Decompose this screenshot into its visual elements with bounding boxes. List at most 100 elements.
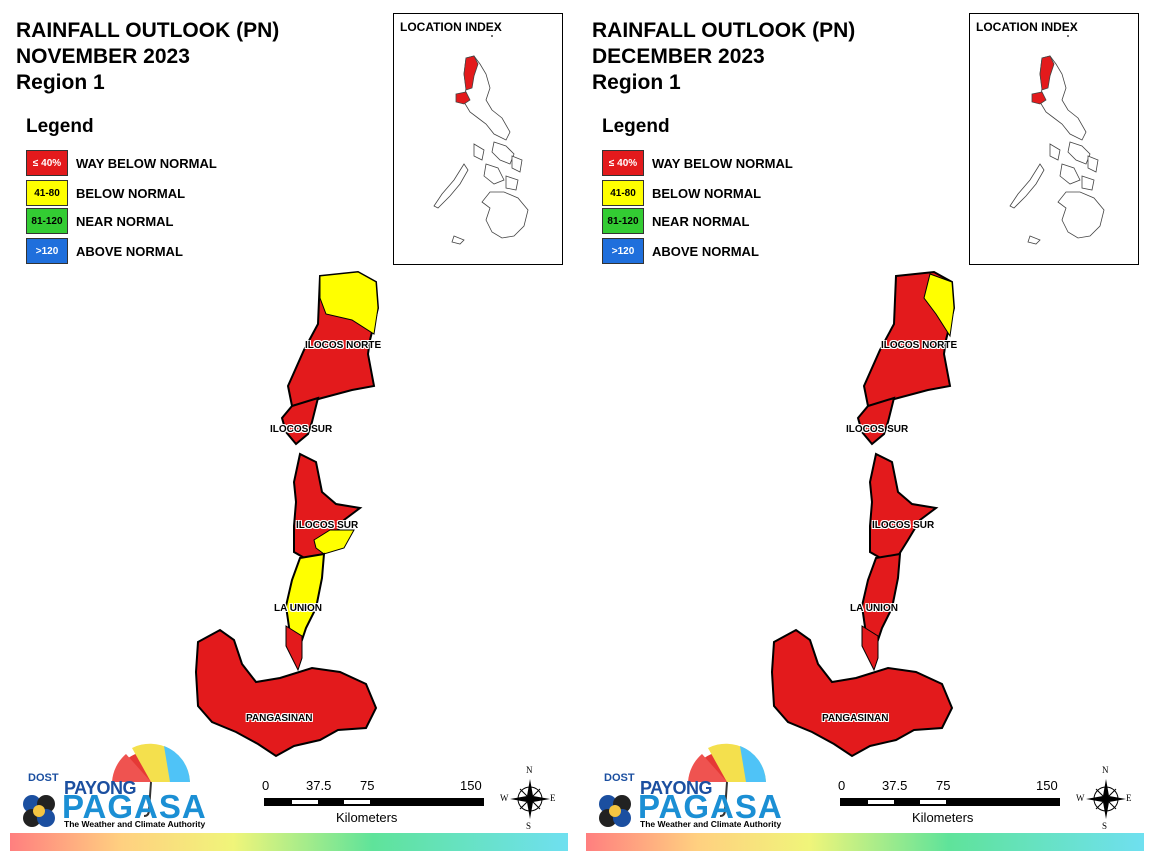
title-line-3: Region 1 xyxy=(16,71,105,94)
label-ilocos-sur-1: ILOCOS SUR xyxy=(270,424,333,435)
label-pangasinan: PANGASINAN xyxy=(822,713,889,724)
compass-w: W xyxy=(500,793,509,803)
province-ilocos-sur-north xyxy=(280,396,320,446)
area-below-normal-north xyxy=(319,271,379,335)
scale-bar-graphic xyxy=(264,798,484,806)
legend-swatch: ≤ 40% xyxy=(602,150,644,176)
scale-bar: 0 37.5 75 150 Kilometers xyxy=(262,778,490,828)
location-index-inset: LOCATION INDEX xyxy=(393,13,563,265)
map-title: RAINFALL OUTLOOK (PN) DECEMBER 2023 Regi… xyxy=(592,18,855,96)
province-la-union xyxy=(860,552,902,642)
region-1-highlight xyxy=(463,55,479,91)
scale-tick-label: 0 xyxy=(262,778,270,793)
label-ilocos-sur-2: ILOCOS SUR xyxy=(872,520,935,531)
philippines-inset-map xyxy=(433,27,529,245)
area-below-normal-north xyxy=(923,273,955,338)
title-line-2: NOVEMBER 2023 xyxy=(16,45,190,68)
label-ilocos-sur-1: ILOCOS SUR xyxy=(846,424,909,435)
scale-tick-label: 75 xyxy=(360,778,375,793)
logo-pagasa-text: PAGASA xyxy=(638,788,783,825)
location-index-title: LOCATION INDEX xyxy=(976,20,1078,34)
province-ilocos-sur-south xyxy=(868,452,939,562)
legend-swatch: 81-120 xyxy=(26,208,68,234)
region-1-map xyxy=(770,270,956,758)
legend-label: ABOVE NORMAL xyxy=(652,244,759,259)
scale-unit-label: Kilometers xyxy=(912,810,974,825)
legend-label: BELOW NORMAL xyxy=(76,186,186,201)
label-ilocos-norte: ILOCOS NORTE xyxy=(881,340,958,351)
legend-swatch: >120 xyxy=(602,238,644,264)
province-ilocos-sur-north xyxy=(856,396,896,446)
scale-bar-graphic xyxy=(840,798,1060,806)
scale-tick-label: 150 xyxy=(1036,778,1058,793)
province-la-union xyxy=(284,552,326,642)
north-arrow-icon: N E S W xyxy=(1074,765,1134,831)
logo-dost-text: DOST xyxy=(28,772,59,784)
pagasa-logo: DOST PAYONG PAGASA The Weather and Clima… xyxy=(14,738,206,830)
title-line-3: Region 1 xyxy=(592,71,681,94)
area-below-normal-ilocos-sur xyxy=(313,529,355,555)
legend-title: Legend xyxy=(26,116,94,137)
scale-bar: 0 37.5 75 150 Kilometers xyxy=(838,778,1066,828)
label-ilocos-sur-2: ILOCOS SUR xyxy=(296,520,359,531)
logo-tagline: The Weather and Climate Authority xyxy=(64,819,206,829)
area-la-union-south xyxy=(861,625,879,672)
legend-swatch: 41-80 xyxy=(602,180,644,206)
legend-title: Legend xyxy=(602,116,670,137)
compass-s: S xyxy=(1102,821,1108,831)
compass-n: N xyxy=(1102,765,1109,775)
map-title: RAINFALL OUTLOOK (PN) NOVEMBER 2023 Regi… xyxy=(16,18,279,96)
location-index-inset: LOCATION INDEX xyxy=(969,13,1139,265)
logo-tagline: The Weather and Climate Authority xyxy=(640,819,782,829)
footer-gradient-bar xyxy=(586,833,1144,851)
region-1-highlight-south xyxy=(1031,91,1047,105)
region-1-highlight xyxy=(1039,55,1055,91)
umbrella-icon xyxy=(23,743,190,827)
legend-swatch: 41-80 xyxy=(26,180,68,206)
legend-label: BELOW NORMAL xyxy=(652,186,762,201)
province-pangasinan xyxy=(770,628,954,758)
compass-n: N xyxy=(526,765,533,775)
province-pangasinan xyxy=(194,628,378,758)
compass-s: S xyxy=(526,821,532,831)
scale-tick-label: 75 xyxy=(936,778,951,793)
legend-swatch: >120 xyxy=(26,238,68,264)
scale-tick-label: 37.5 xyxy=(882,778,908,793)
philippines-inset-map xyxy=(1009,27,1105,245)
compass-e: E xyxy=(1126,793,1132,803)
label-ilocos-norte: ILOCOS NORTE xyxy=(305,340,382,351)
scale-unit-label: Kilometers xyxy=(336,810,398,825)
label-la-union: LA UNION xyxy=(274,603,322,614)
location-index-title: LOCATION INDEX xyxy=(400,20,502,34)
legend-label: WAY BELOW NORMAL xyxy=(76,156,217,171)
north-arrow-icon: N E S W xyxy=(498,765,558,831)
area-way-below-la-union xyxy=(285,625,303,672)
compass-e: E xyxy=(550,793,556,803)
legend-label: NEAR NORMAL xyxy=(652,214,750,229)
legend-swatch: 81-120 xyxy=(602,208,644,234)
title-line-2: DECEMBER 2023 xyxy=(592,45,765,68)
umbrella-icon xyxy=(599,743,766,827)
scale-tick-label: 0 xyxy=(838,778,846,793)
title-line-1: RAINFALL OUTLOOK (PN) xyxy=(16,19,280,42)
label-pangasinan: PANGASINAN xyxy=(246,713,313,724)
legend-label: NEAR NORMAL xyxy=(76,214,174,229)
legend-label: WAY BELOW NORMAL xyxy=(652,156,793,171)
title-line-1: RAINFALL OUTLOOK (PN) xyxy=(592,19,856,42)
legend-swatch: ≤ 40% xyxy=(26,150,68,176)
region-1-map xyxy=(194,270,380,758)
logo-payong-text: PAYONG xyxy=(640,778,713,798)
pagasa-logo: DOST PAYONG PAGASA The Weather and Clima… xyxy=(590,738,782,830)
outlook-panel-november: RAINFALL OUTLOOK (PN) NOVEMBER 2023 Regi… xyxy=(10,13,568,851)
region-1-highlight-south xyxy=(455,91,471,105)
compass-w: W xyxy=(1076,793,1085,803)
logo-payong-text: PAYONG xyxy=(64,778,137,798)
logo-pagasa-text: PAGASA xyxy=(62,788,207,825)
footer-gradient-bar xyxy=(10,833,568,851)
label-la-union: LA UNION xyxy=(850,603,898,614)
outlook-panel-december: RAINFALL OUTLOOK (PN) DECEMBER 2023 Regi… xyxy=(576,0,1152,864)
logo-dost-text: DOST xyxy=(604,772,635,784)
scale-tick-label: 150 xyxy=(460,778,482,793)
scale-tick-label: 37.5 xyxy=(306,778,332,793)
legend-label: ABOVE NORMAL xyxy=(76,244,183,259)
